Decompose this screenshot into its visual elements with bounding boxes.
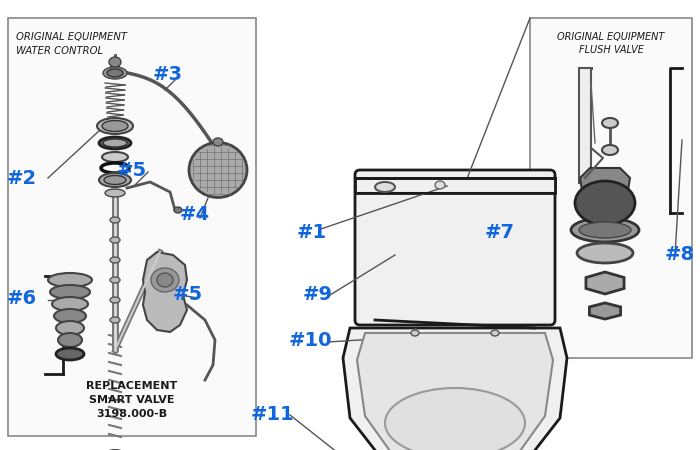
Ellipse shape (99, 137, 131, 149)
Text: #5: #5 (173, 285, 203, 305)
Text: #3: #3 (153, 66, 183, 85)
Polygon shape (589, 303, 621, 319)
Bar (530, 18, 692, 358)
Ellipse shape (213, 138, 223, 146)
Text: REPLACEMENT: REPLACEMENT (86, 381, 178, 391)
Text: WATER CONTROL: WATER CONTROL (16, 46, 103, 56)
Ellipse shape (110, 317, 120, 323)
Ellipse shape (58, 333, 82, 347)
Ellipse shape (102, 121, 128, 131)
Ellipse shape (174, 207, 182, 213)
Polygon shape (355, 178, 555, 193)
Ellipse shape (411, 330, 419, 336)
Ellipse shape (151, 268, 179, 292)
Ellipse shape (110, 257, 120, 263)
Ellipse shape (99, 173, 131, 187)
Ellipse shape (375, 182, 395, 192)
Text: #10: #10 (288, 330, 332, 350)
Ellipse shape (48, 273, 92, 287)
Text: ORIGINAL EQUIPMENT: ORIGINAL EQUIPMENT (557, 32, 665, 42)
Ellipse shape (602, 145, 618, 155)
Ellipse shape (579, 222, 631, 238)
Ellipse shape (56, 348, 84, 360)
Ellipse shape (110, 297, 120, 303)
Text: #7: #7 (485, 222, 515, 242)
Polygon shape (580, 168, 630, 218)
Ellipse shape (435, 181, 445, 189)
Ellipse shape (56, 321, 84, 335)
Text: #8: #8 (665, 246, 695, 265)
Ellipse shape (104, 176, 126, 184)
Ellipse shape (109, 57, 121, 67)
Ellipse shape (54, 309, 86, 323)
Polygon shape (143, 252, 187, 332)
Text: FLUSH VALVE: FLUSH VALVE (579, 45, 643, 55)
Ellipse shape (602, 118, 618, 128)
Ellipse shape (97, 118, 133, 134)
Text: SMART VALVE: SMART VALVE (90, 395, 175, 405)
Ellipse shape (52, 297, 88, 311)
Text: #4: #4 (180, 206, 210, 225)
Bar (8, 18, 256, 436)
Text: #5: #5 (117, 161, 147, 180)
Ellipse shape (385, 388, 525, 450)
Ellipse shape (110, 217, 120, 223)
Ellipse shape (102, 152, 128, 162)
Ellipse shape (189, 143, 247, 198)
Ellipse shape (110, 277, 120, 283)
Text: 3198.000-B: 3198.000-B (97, 409, 167, 419)
Text: #2: #2 (7, 168, 37, 188)
Ellipse shape (107, 69, 123, 77)
Ellipse shape (50, 285, 90, 299)
Ellipse shape (157, 273, 173, 287)
Text: #11: #11 (250, 405, 294, 424)
Ellipse shape (103, 67, 127, 79)
Ellipse shape (103, 139, 127, 147)
Text: ORIGINAL EQUIPMENT: ORIGINAL EQUIPMENT (16, 32, 127, 42)
Polygon shape (343, 328, 567, 450)
Ellipse shape (105, 189, 125, 197)
Text: #9: #9 (303, 285, 333, 305)
Text: #1: #1 (297, 222, 327, 242)
Polygon shape (357, 333, 553, 450)
Text: #6: #6 (7, 288, 37, 307)
Ellipse shape (491, 330, 499, 336)
Ellipse shape (577, 243, 633, 263)
Ellipse shape (575, 181, 635, 225)
Polygon shape (586, 272, 624, 294)
Ellipse shape (110, 237, 120, 243)
FancyBboxPatch shape (355, 170, 555, 325)
Ellipse shape (571, 218, 639, 242)
Bar (579, 68, 591, 183)
